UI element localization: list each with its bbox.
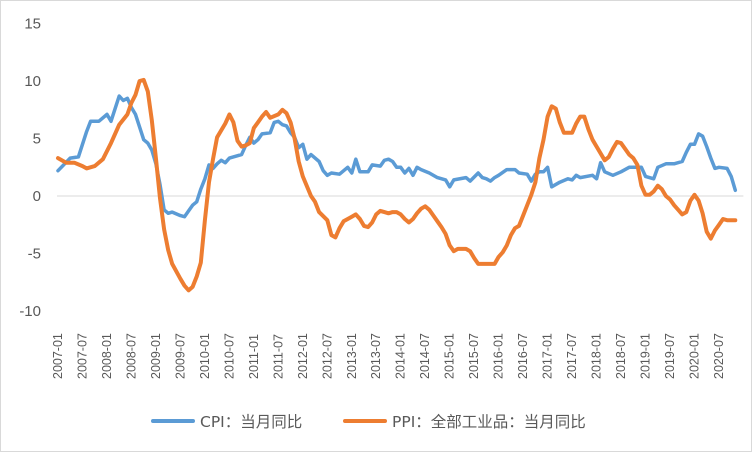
x-tick-label: 2014-01 — [394, 333, 408, 379]
x-tick-label: 2015-01 — [443, 333, 457, 379]
x-tick-label: 2019-01 — [639, 333, 653, 379]
legend: CPI：当月同比 PPI：全部工业品：当月同比 — [151, 413, 586, 431]
x-tick-label: 2017-07 — [565, 333, 579, 379]
x-tick-label: 2016-07 — [516, 333, 530, 379]
legend-label-cpi: CPI：当月同比 — [200, 413, 302, 431]
y-tick-label: -5 — [28, 246, 41, 263]
x-tick-label: 2009-01 — [149, 333, 163, 379]
x-tick-label: 2015-07 — [467, 333, 481, 379]
x-tick-label: 2007-01 — [51, 333, 65, 379]
x-tick-label: 2010-07 — [222, 333, 236, 379]
x-tick-label: 2009-07 — [173, 333, 187, 379]
x-tick-label: 2017-01 — [541, 333, 555, 379]
x-tick-label: 2019-07 — [663, 333, 677, 379]
x-tick-label: 2011-07 — [271, 334, 285, 379]
y-axis-ticks: 15 10 5 0 -5 -10 — [19, 16, 41, 321]
x-tick-label: 2012-07 — [320, 333, 334, 379]
x-axis-ticks: 2007-01 2007-07 2008-01 2008-07 2009-01 2009-… — [51, 333, 726, 379]
series-line-ppi — [56, 77, 738, 293]
y-tick-label: 5 — [33, 131, 41, 148]
x-tick-label: 2008-07 — [124, 333, 138, 379]
y-tick-label: 10 — [24, 73, 41, 90]
x-tick-label: 2014-07 — [418, 333, 432, 379]
x-tick-label: 2007-07 — [75, 333, 89, 379]
legend-label-ppi: PPI：全部工业品：当月同比 — [392, 413, 586, 431]
x-tick-label: 2013-01 — [345, 333, 359, 379]
y-tick-label: 0 — [33, 188, 41, 205]
x-tick-label: 2020-01 — [687, 333, 701, 379]
x-tick-label: 2012-01 — [296, 333, 310, 379]
x-tick-label: 2018-01 — [590, 333, 604, 379]
y-tick-label: 15 — [24, 16, 41, 33]
x-tick-label: 2020-07 — [712, 333, 726, 379]
x-tick-label: 2018-07 — [614, 333, 628, 379]
series-line-cpi — [56, 94, 738, 219]
x-tick-label: 2010-01 — [198, 333, 212, 379]
x-tick-label: 2011-01 — [247, 334, 261, 379]
series-layer — [56, 77, 738, 293]
x-tick-label: 2013-07 — [369, 333, 383, 379]
y-tick-label: -10 — [19, 303, 41, 320]
x-tick-label: 2016-01 — [492, 333, 506, 379]
x-tick-label: 2008-01 — [100, 333, 114, 379]
